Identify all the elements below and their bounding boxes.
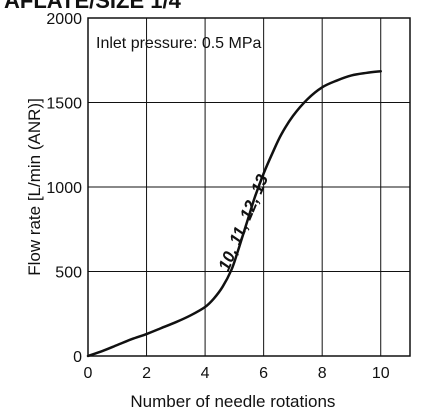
tick-layer: 0 2 4 6 8 10 0 500 1000 1500 2000: [46, 11, 389, 382]
plot-frame: [87, 17, 411, 357]
x-tick-label-6: 6: [259, 365, 268, 382]
y-tick-label-500: 500: [55, 265, 82, 282]
y-axis-title: Flow rate [L/min (ANR)]: [25, 98, 44, 276]
series-line: [86, 69, 382, 358]
grid-layer: [88, 18, 410, 356]
x-tick-label-8: 8: [318, 365, 327, 382]
x-tick-label-10: 10: [372, 365, 390, 382]
y-tick-label-0: 0: [73, 349, 82, 366]
y-tick-label-1000: 1000: [46, 180, 82, 197]
x-tick-label-2: 2: [142, 365, 151, 382]
chart-title: AFLATE/SIZE 1/4: [4, 0, 182, 13]
y-tick-label-1500: 1500: [46, 96, 82, 113]
inlet-pressure-annotation: Inlet pressure: 0.5 MPa: [96, 35, 262, 52]
x-tick-label-4: 4: [201, 365, 210, 382]
x-axis-title: Number of needle rotations: [130, 392, 335, 411]
x-tick-label-0: 0: [84, 365, 93, 382]
y-tick-label-2000: 2000: [46, 11, 82, 28]
